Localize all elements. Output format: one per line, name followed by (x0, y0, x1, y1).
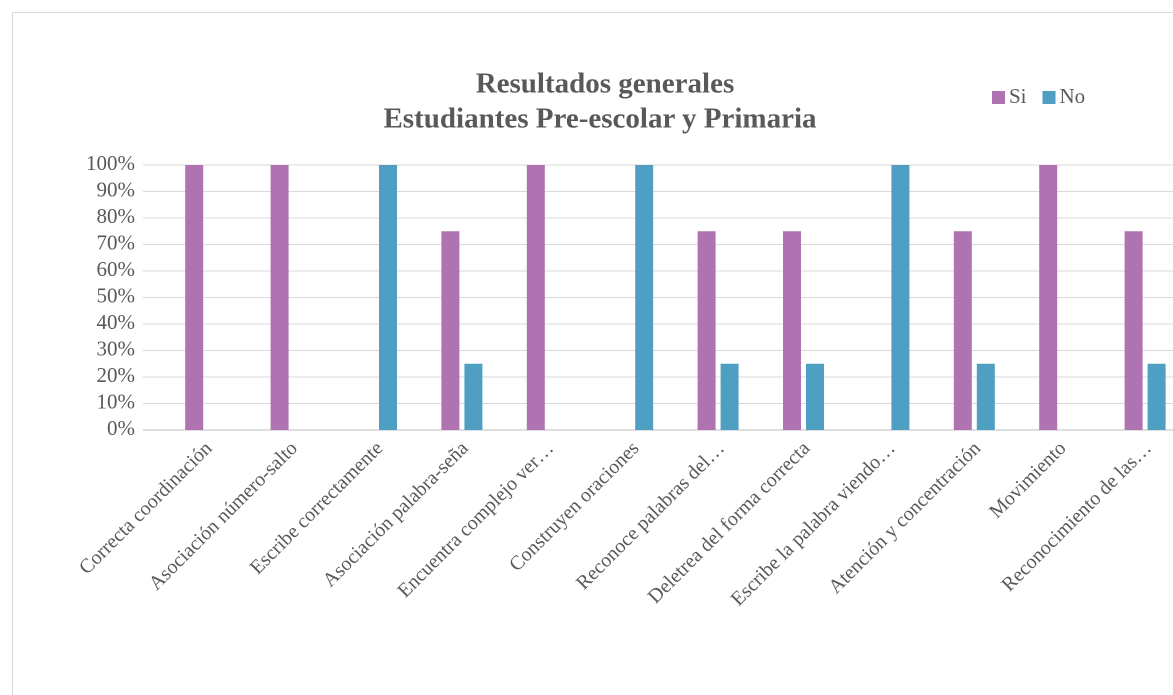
bar (720, 363, 739, 430)
y-tick-label: 30% (97, 336, 136, 360)
y-tick-label: 10% (97, 389, 136, 413)
chart-title: Resultados generales (476, 68, 735, 100)
y-tick-label: 40% (97, 310, 136, 334)
y-tick-label: 60% (97, 257, 136, 281)
bar (270, 165, 289, 430)
bar (806, 363, 824, 430)
bar (185, 165, 204, 430)
y-tick-label: 80% (97, 204, 136, 228)
y-tick-label: 20% (97, 363, 136, 387)
bar (1124, 231, 1143, 430)
legend-swatch (992, 91, 1005, 104)
y-tick-label: 90% (97, 177, 136, 201)
y-tick-label: 70% (97, 230, 136, 254)
bar (697, 231, 716, 430)
bar (1039, 165, 1058, 430)
bar (1147, 363, 1166, 430)
legend-label: Si (1009, 84, 1027, 108)
bar (526, 165, 545, 430)
bar (379, 165, 397, 430)
chart-border (12, 12, 1173, 695)
legend-swatch (1042, 91, 1056, 104)
y-tick-label: 50% (97, 283, 136, 307)
bar (783, 231, 801, 430)
bar (953, 231, 972, 430)
bar (976, 363, 995, 430)
y-tick-label: 0% (107, 416, 135, 440)
bar (441, 231, 460, 430)
legend-label: No (1060, 84, 1086, 108)
bar (635, 165, 654, 430)
y-tick-label: 100% (86, 151, 135, 175)
chart-subtitle: Estudiantes Pre-escolar y Primaria (383, 103, 817, 135)
bar (891, 165, 910, 430)
bar (464, 363, 483, 430)
